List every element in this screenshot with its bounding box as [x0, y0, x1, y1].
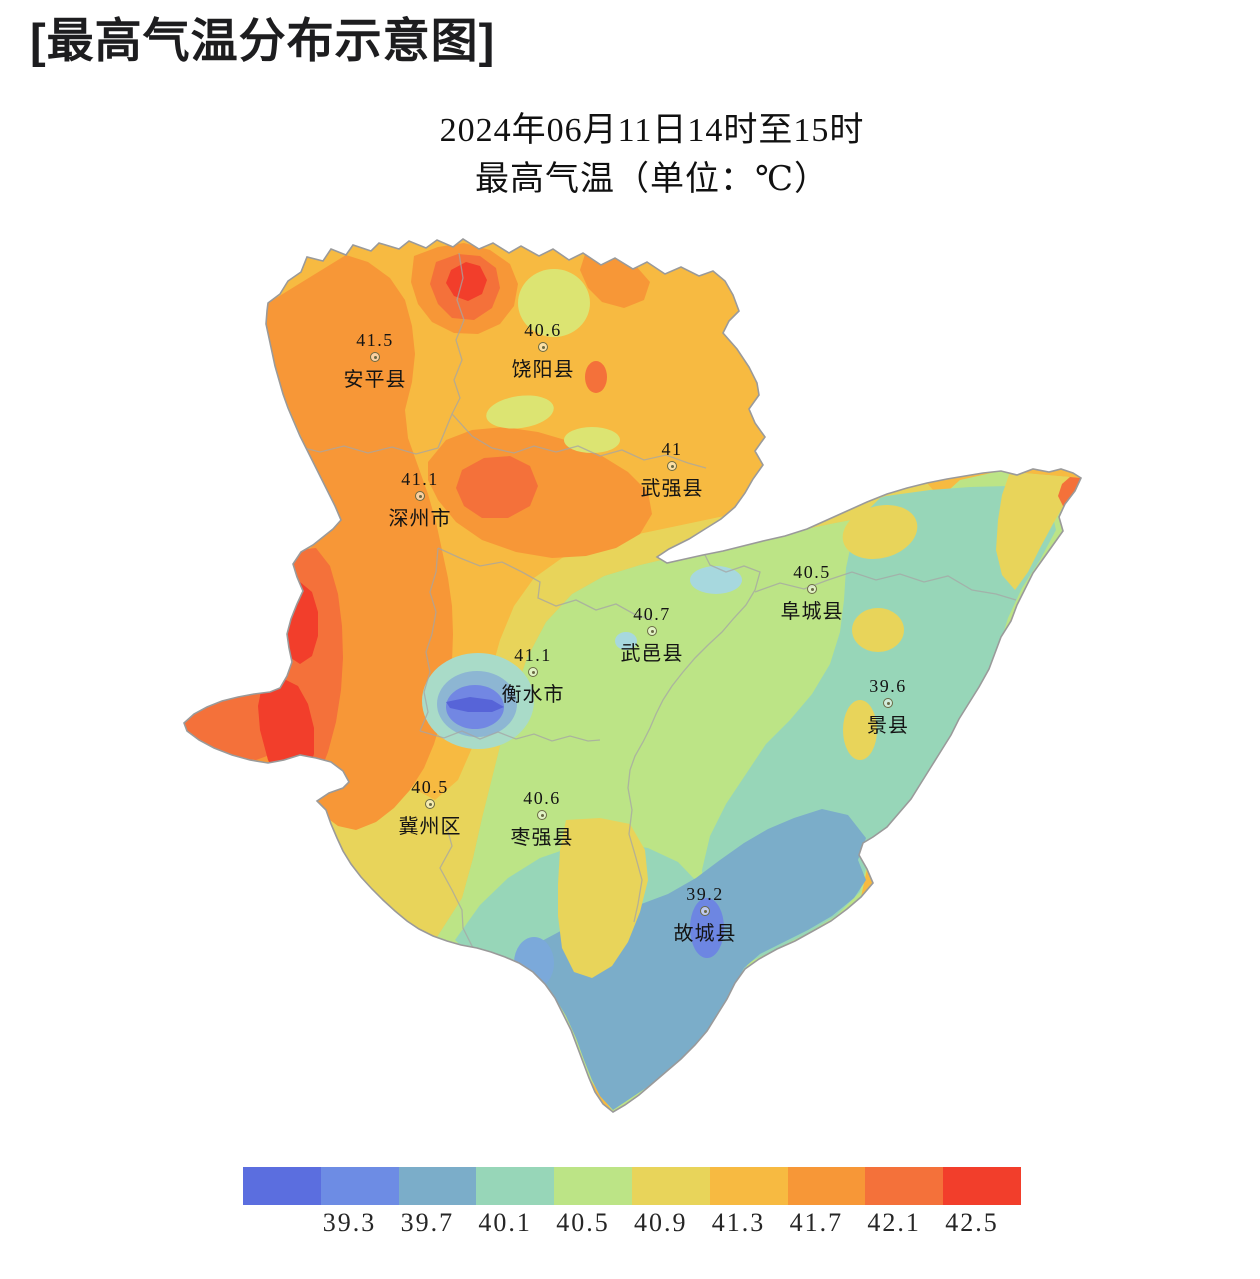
station-marker-icon: [807, 584, 817, 594]
station-value: 39.2: [686, 884, 724, 904]
yellowgreen-patch-3: [564, 427, 620, 453]
station-name: 阜城县: [780, 601, 844, 623]
station-marker-icon: [415, 491, 425, 501]
red-west-core-upper: [278, 582, 318, 664]
subtitle-date-line: 2024年06月11日14时至15时: [439, 112, 865, 149]
station-value: 40.6: [524, 320, 562, 340]
station-value: 40.5: [411, 777, 449, 797]
station-value: 40.6: [523, 788, 561, 808]
station-marker-icon: [425, 799, 435, 809]
legend-label: 41.7: [789, 1208, 844, 1237]
yellow-patch-ne2: [852, 608, 904, 652]
station-marker-icon: [667, 461, 677, 471]
legend-swatch: [709, 1167, 788, 1205]
legend-label: 40.5: [556, 1208, 610, 1237]
cyan-patch-wuyi: [690, 566, 742, 594]
legend-swatch: [865, 1167, 944, 1205]
legend-swatch: [398, 1167, 477, 1205]
legend-label: 39.7: [400, 1208, 455, 1237]
county-boundaries: [295, 252, 1017, 975]
station-value: 39.6: [869, 676, 907, 696]
yellow-band-ne-tip: [996, 472, 1081, 590]
station-name: 冀州区: [398, 816, 462, 838]
yellowgreen-raoyang-patch: [518, 269, 590, 337]
station-name: 武邑县: [620, 643, 684, 665]
station-marker-icon: [700, 906, 710, 916]
yellow-patch-ne1: [842, 505, 918, 559]
county-line-taocheng-west: [419, 547, 439, 732]
station-name: 武强县: [640, 478, 704, 500]
yellowgreen-patch-2: [486, 395, 554, 429]
station-name: 衡水市: [501, 684, 565, 706]
station-name: 景县: [867, 715, 909, 737]
darkorange-ne-tip: [1058, 477, 1081, 508]
legend-swatch: [943, 1167, 1021, 1205]
legend-label: 40.1: [478, 1208, 532, 1237]
station-value: 41.5: [356, 330, 394, 350]
page-title: [最高气温分布示意图]: [30, 14, 496, 67]
legend-swatch: [554, 1167, 632, 1205]
legend-swatch: [476, 1167, 555, 1205]
legend-label: 40.9: [634, 1208, 688, 1237]
station-marker-icon: [538, 342, 548, 352]
station-name: 故城县: [673, 923, 737, 945]
legend-label: 39.3: [322, 1208, 377, 1237]
county-line-taocheng-south: [419, 730, 601, 742]
station-name: 安平县: [343, 369, 407, 391]
county-line-shenzhou-south: [437, 547, 653, 621]
band-yellow-main: [285, 483, 940, 937]
yellow-patch-e: [843, 700, 877, 760]
station-marker-icon: [647, 626, 657, 636]
gucheng-blue-blob: [690, 898, 724, 958]
county-line-fucheng-jingxian: [754, 571, 1017, 601]
station-marker-icon: [883, 698, 893, 708]
lake-core: [446, 697, 504, 712]
station-value: 41.1: [401, 469, 439, 489]
legend-swatch: [787, 1167, 866, 1205]
map-subtitle: 2024年06月11日14时至15时 最高气温（单位：℃）: [22, 106, 1260, 204]
station-name: 枣强县: [510, 827, 574, 849]
station-marker-icon: [528, 667, 538, 677]
darkorange-center-core: [456, 456, 538, 518]
station-value: 40.7: [633, 604, 671, 624]
legend-label: 41.3: [711, 1208, 766, 1237]
county-line-north: [295, 412, 707, 469]
station-name: 饶阳县: [511, 359, 575, 381]
legend-swatch: [631, 1167, 710, 1205]
yellow-patch-zaoqiang: [558, 818, 648, 978]
cyan-patch-small: [615, 632, 637, 650]
subtitle-unit-line: 最高气温（单位：℃）: [474, 161, 830, 198]
legend-swatch: [243, 1167, 321, 1205]
map-outline: [183, 238, 1083, 1113]
legend-label: 42.1: [867, 1208, 921, 1237]
station-marker-icon: [537, 810, 547, 820]
county-line-wuyi-east: [627, 544, 761, 923]
legend-swatch: [320, 1167, 399, 1205]
station-marker-icon: [370, 352, 380, 362]
legend-swatches: [243, 1167, 1021, 1205]
station-name: 深州市: [388, 508, 452, 530]
station-value: 41: [661, 439, 683, 459]
temperature-field: [184, 239, 1081, 1112]
station-value: 41.1: [514, 645, 552, 665]
darkorange-small-spot: [585, 361, 607, 393]
temperature-legend: 39.3 39.7 40.1 40.5 40.9 41.3 41.7 42.1 42.5: [243, 1167, 1021, 1237]
red-top-spot: [446, 262, 487, 301]
county-line-anping-raoyang: [451, 252, 465, 415]
band-bluegray-south: [516, 809, 866, 1110]
legend-label: 42.5: [945, 1208, 999, 1237]
station-value: 40.5: [793, 562, 831, 582]
